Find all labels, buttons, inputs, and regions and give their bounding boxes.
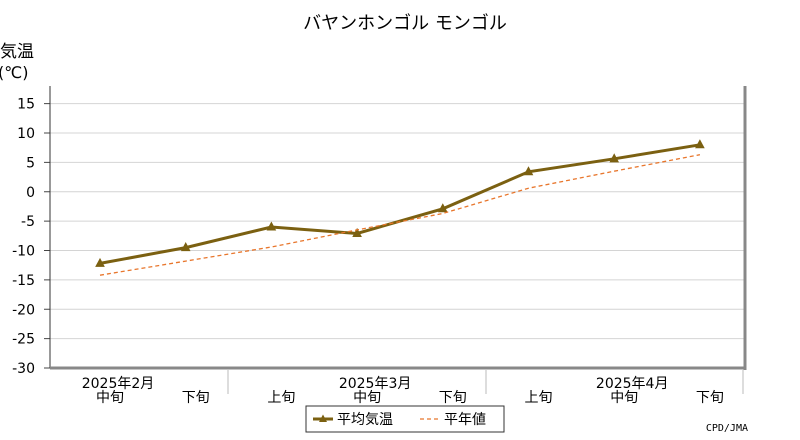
- month-label: 2025年2月: [82, 376, 155, 392]
- data-point: [95, 257, 105, 267]
- y-tick-label: 5: [26, 155, 35, 171]
- y-tick-label: -30: [12, 361, 35, 377]
- y-tick-label: -15: [12, 273, 35, 289]
- x-tick-label: 下旬: [182, 390, 210, 406]
- data-point: [266, 221, 277, 231]
- source-credit: CPD/JMA: [706, 423, 748, 434]
- x-tick-label: 上旬: [267, 390, 295, 406]
- y-tick-label: -25: [12, 332, 35, 348]
- month-label: 2025年3月: [339, 376, 412, 392]
- y-tick-label: -10: [12, 244, 35, 260]
- x-tick-label: 中旬: [610, 390, 638, 406]
- y-axis-label: 気温: [0, 42, 34, 62]
- y-tick-label: 15: [17, 97, 35, 113]
- y-tick-label: 0: [26, 185, 35, 201]
- data-point: [180, 242, 191, 252]
- y-tick-label: -5: [21, 214, 35, 230]
- month-label: 2025年4月: [596, 376, 669, 392]
- plot-area: [50, 86, 745, 368]
- series-line-normal: [99, 154, 701, 276]
- data-point: [437, 203, 448, 213]
- data-point: [352, 227, 362, 237]
- x-tick-label: 上旬: [525, 390, 553, 406]
- data-point: [609, 153, 620, 163]
- data-point: [695, 139, 705, 149]
- x-tick-label: 中旬: [96, 390, 124, 406]
- y-axis-unit: (℃): [0, 63, 28, 82]
- x-tick-label: 下旬: [439, 390, 467, 406]
- y-tick-label: 10: [17, 126, 35, 142]
- x-tick-label: 中旬: [353, 390, 381, 406]
- x-tick-label: 下旬: [696, 390, 724, 406]
- y-tick-label: -20: [12, 302, 35, 318]
- legend-label-average: 平均気温: [337, 412, 393, 428]
- legend-marker-average: [319, 414, 327, 422]
- data-point: [523, 166, 534, 176]
- legend-label-normal: 平年値: [444, 412, 486, 428]
- chart-title: バヤンホンゴル モンゴル: [303, 13, 507, 34]
- legend-box: [305, 405, 505, 433]
